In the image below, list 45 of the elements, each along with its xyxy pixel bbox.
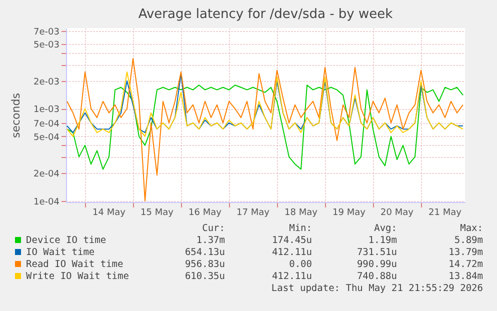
text: 956.83u [184,259,225,270]
legend-label: Read IO Wait time [26,259,124,270]
text: Avg: [374,223,397,234]
y-tick-label: 1e-04 [34,197,60,208]
text: 731.51u [356,247,397,258]
text: Cur: [202,223,225,234]
x-tick-label: 16 May [188,208,222,218]
text: 412.11u [272,271,312,282]
y-tick-label: 2e-04 [34,170,60,180]
text: 174.45u [272,235,312,246]
text: 1.19m [368,235,398,246]
text: Last update: Thu May 21 21:55:29 2026 [271,283,484,294]
y-tick-label: 5e-03 [34,40,60,51]
text: 5.89m [454,235,484,246]
x-tick-label: 14 May [92,208,126,218]
legend-label: IO Wait time [26,247,95,258]
text: 1.37m [196,235,226,246]
legend-label: Write IO Wait time [26,271,130,282]
y-tick-label: 1e-03 [34,105,60,116]
text: 13.84m [448,271,484,282]
text: 610.35u [184,271,225,282]
text: 14.72m [448,259,484,270]
chart-title: Average latency for /dev/sda - by week [138,6,394,22]
text: 654.13u [184,247,225,258]
y-tick-label: 2e-03 [34,77,60,88]
y-tick-label: 7e-03 [34,27,60,38]
y-tick-label: 5e-04 [34,132,60,143]
x-tick-label: 21 May [428,208,462,218]
x-tick-label: 15 May [140,208,174,218]
x-tick-label: 19 May [332,208,366,218]
line-series [66,84,464,170]
text: 740.88u [356,271,397,282]
x-tick-label: 17 May [236,208,270,218]
legend-label: Device IO time [26,235,106,246]
text: 0.00 [289,259,312,270]
y-axis-title: seconds [10,92,23,138]
text: 13.79m [448,247,484,258]
text: 990.99u [356,259,397,270]
text: Min: [289,223,312,234]
line-series [66,58,464,202]
text: 412.11u [272,247,312,258]
y-tick-label: 7e-04 [34,119,60,130]
x-tick-label: 18 May [284,208,318,218]
x-tick-label: 20 May [380,208,414,218]
text: Max: [460,223,483,234]
